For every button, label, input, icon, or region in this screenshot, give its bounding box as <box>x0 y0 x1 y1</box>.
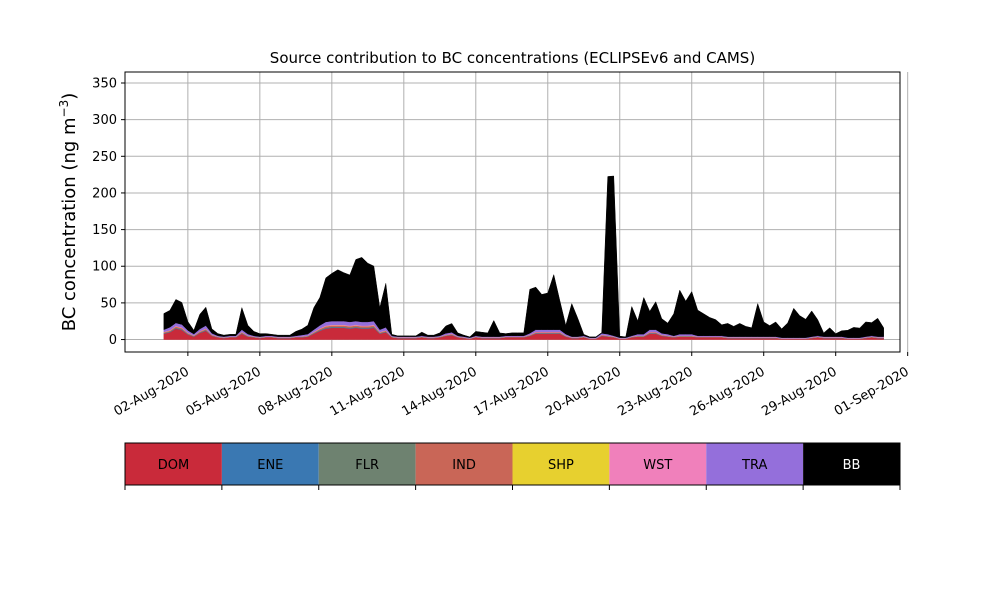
legend-swatch-flr <box>318 443 416 485</box>
legend-label-shp: SHP <box>548 458 574 473</box>
y-tick-label: 350 <box>92 76 117 91</box>
area-bb <box>163 175 884 338</box>
x-tick-label: 11-Aug-2020 <box>327 364 407 419</box>
y-tick-label: 100 <box>92 260 117 275</box>
legend-label-bb: BB <box>843 458 861 473</box>
chart-title: Source contribution to BC concentrations… <box>270 49 755 67</box>
x-tick-label: 05-Aug-2020 <box>184 364 264 419</box>
legend-label-ind: IND <box>452 458 476 473</box>
x-tick-label: 26-Aug-2020 <box>687 364 767 419</box>
legend-swatch-shp <box>512 443 610 485</box>
x-tick-label: 01-Sep-2020 <box>832 364 912 419</box>
x-tick-label: 08-Aug-2020 <box>255 364 335 419</box>
y-tick-label: 300 <box>92 113 117 128</box>
y-axis-label-exponent: −3 <box>57 100 71 118</box>
y-tick-label: 50 <box>100 296 117 311</box>
legend-swatch-ind <box>415 443 513 485</box>
legend-swatch-bb <box>803 443 900 485</box>
legend-swatch-wst <box>609 443 707 485</box>
legend-label-tra: TRA <box>741 458 767 473</box>
y-axis-label-end: ) <box>59 93 80 100</box>
x-axis: 02-Aug-202005-Aug-202008-Aug-202011-Aug-… <box>112 352 912 420</box>
legend-swatch-ene <box>221 443 319 485</box>
y-axis-label-main: BC concentration (ng m <box>59 117 80 331</box>
x-tick-label: 29-Aug-2020 <box>759 364 839 419</box>
x-tick-label: 20-Aug-2020 <box>543 364 623 419</box>
legend-label-ene: ENE <box>257 458 283 473</box>
legend-label-wst: WST <box>643 458 672 473</box>
stacked-areas <box>163 175 884 340</box>
legend-swatch-tra <box>706 443 804 485</box>
y-tick-label: 0 <box>109 333 117 348</box>
y-tick-label: 250 <box>92 150 117 165</box>
x-tick-label: 17-Aug-2020 <box>471 364 551 419</box>
legend-colorbar: DOM ENE FLR IND SHP WST TRA BB <box>124 442 901 490</box>
y-tick-label: 200 <box>92 186 117 201</box>
legend-swatch-dom <box>125 443 222 485</box>
x-tick-label: 14-Aug-2020 <box>399 364 479 419</box>
x-tick-label: 23-Aug-2020 <box>615 364 695 419</box>
y-tick-label: 150 <box>92 223 117 238</box>
x-tick-label: 02-Aug-2020 <box>112 364 192 419</box>
legend-label-dom: DOM <box>158 458 189 473</box>
y-axis: 0 50 100 150 200 250 300 350 <box>92 76 125 348</box>
y-axis-label: BC concentration (ng m−3) <box>57 93 80 332</box>
legend-label-flr: FLR <box>355 458 379 473</box>
plot-frame <box>124 71 901 353</box>
